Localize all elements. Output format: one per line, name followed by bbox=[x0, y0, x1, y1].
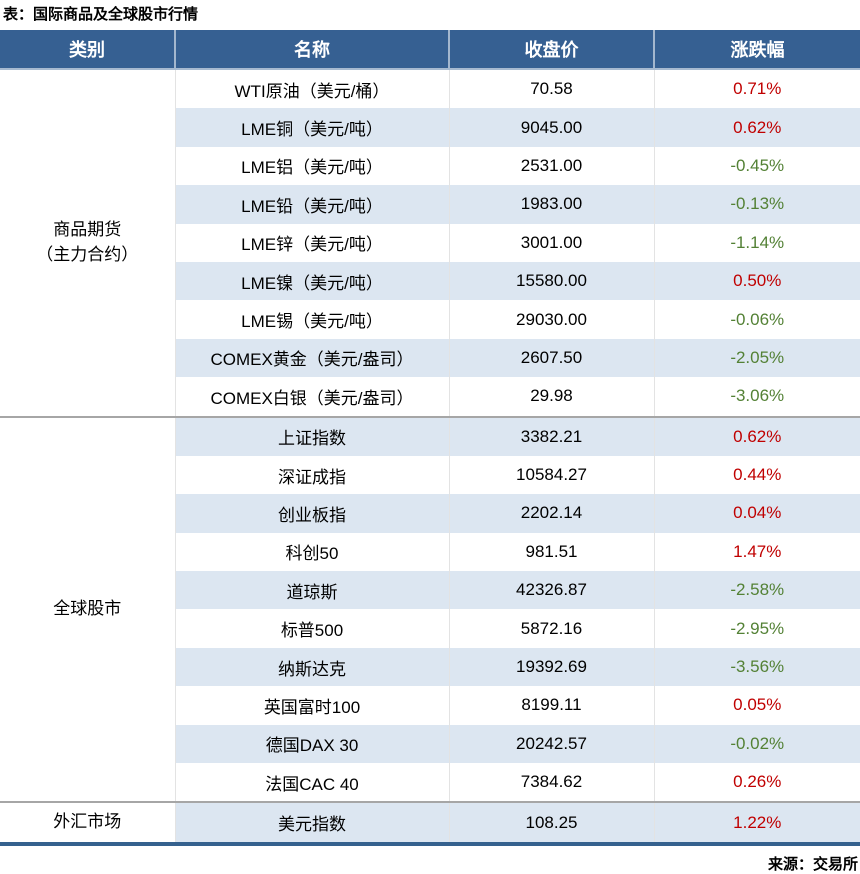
change-cell: 0.50% bbox=[653, 261, 860, 301]
table-row: 道琼斯 42326.87 -2.58% bbox=[0, 571, 860, 610]
change-cell: 0.05% bbox=[653, 686, 860, 725]
name-cell: 美元指数 bbox=[174, 801, 449, 844]
table-header: 类别 名称 收盘价 涨跌幅 bbox=[0, 30, 860, 70]
table-row: LME锡（美元/吨） 29030.00 -0.06% bbox=[0, 300, 860, 339]
change-cell: -3.06% bbox=[653, 377, 860, 417]
change-cell: -0.02% bbox=[653, 724, 860, 764]
change-cell: -2.58% bbox=[653, 571, 860, 610]
change-cell: 1.22% bbox=[653, 801, 860, 844]
column-header-category: 类别 bbox=[0, 30, 175, 70]
name-cell: LME铜（美元/吨） bbox=[174, 108, 449, 147]
table-row: 英国富时100 8199.11 0.05% bbox=[0, 686, 860, 725]
change-cell: 0.26% bbox=[653, 763, 860, 803]
header-row: 类别 名称 收盘价 涨跌幅 bbox=[0, 30, 860, 70]
price-cell: 5872.16 bbox=[448, 609, 654, 648]
table-row: LME铅（美元/吨） 1983.00 -0.13% bbox=[0, 185, 860, 224]
name-cell: 英国富时100 bbox=[174, 686, 449, 725]
name-cell: 法国CAC 40 bbox=[174, 763, 449, 803]
price-cell: 2531.00 bbox=[448, 146, 654, 186]
change-cell: 1.47% bbox=[653, 532, 860, 572]
column-header-change: 涨跌幅 bbox=[653, 30, 860, 70]
name-cell: 道琼斯 bbox=[174, 571, 449, 610]
price-cell: 3001.00 bbox=[448, 223, 654, 262]
name-cell: LME镍（美元/吨） bbox=[174, 261, 449, 301]
name-cell: 创业板指 bbox=[174, 494, 449, 533]
change-cell: 0.62% bbox=[653, 108, 860, 147]
table-row: 创业板指 2202.14 0.04% bbox=[0, 494, 860, 533]
table-row: 纳斯达克 19392.69 -3.56% bbox=[0, 647, 860, 687]
name-cell: COMEX黄金（美元/盎司） bbox=[174, 338, 449, 378]
price-cell: 8199.11 bbox=[448, 686, 654, 725]
price-cell: 15580.00 bbox=[448, 261, 654, 301]
table-row: 深证成指 10584.27 0.44% bbox=[0, 455, 860, 495]
change-cell: -3.56% bbox=[653, 647, 860, 687]
category-cell: 外汇市场 bbox=[0, 801, 175, 844]
table-row: 科创50 981.51 1.47% bbox=[0, 532, 860, 572]
change-cell: -0.13% bbox=[653, 185, 860, 224]
table-row: 商品期货 （主力合约） WTI原油（美元/桶） 70.58 0.71% bbox=[0, 69, 860, 417]
price-cell: 10584.27 bbox=[448, 455, 654, 495]
table-row: 标普500 5872.16 -2.95% bbox=[0, 609, 860, 648]
price-cell: 70.58 bbox=[448, 69, 654, 109]
source-note: 来源：交易所 bbox=[767, 855, 858, 873]
table-row: COMEX白银（美元/盎司） 29.98 -3.06% bbox=[0, 377, 860, 417]
change-cell: -1.14% bbox=[653, 223, 860, 262]
price-cell: 19392.69 bbox=[448, 647, 654, 687]
price-cell: 42326.87 bbox=[448, 571, 654, 610]
table-row: 德国DAX 30 20242.57 -0.02% bbox=[0, 724, 860, 764]
price-cell: 29.98 bbox=[448, 377, 654, 417]
name-cell: LME锌（美元/吨） bbox=[174, 223, 449, 262]
change-cell: -0.45% bbox=[653, 146, 860, 186]
table-row: 外汇市场 美元指数 108.25 1.22% bbox=[0, 801, 860, 844]
change-cell: 0.04% bbox=[653, 494, 860, 533]
price-cell: 1983.00 bbox=[448, 185, 654, 224]
name-cell: 科创50 bbox=[174, 532, 449, 572]
name-cell: LME铅（美元/吨） bbox=[174, 185, 449, 224]
price-cell: 981.51 bbox=[448, 532, 654, 572]
price-cell: 2202.14 bbox=[448, 494, 654, 533]
name-cell: 标普500 bbox=[174, 609, 449, 648]
market-table-body: 商品期货 （主力合约） WTI原油（美元/桶） 70.58 0.71% LME铜（美元/… bbox=[0, 69, 860, 844]
table-row: LME锌（美元/吨） 3001.00 -1.14% bbox=[0, 223, 860, 262]
table-row: 法国CAC 40 7384.62 0.26% bbox=[0, 763, 860, 803]
price-cell: 108.25 bbox=[448, 801, 654, 844]
name-cell: 德国DAX 30 bbox=[174, 724, 449, 764]
column-header-name: 名称 bbox=[174, 30, 449, 70]
column-header-close: 收盘价 bbox=[448, 30, 654, 70]
name-cell: 上证指数 bbox=[174, 415, 449, 456]
category-cell: 商品期货 （主力合约） bbox=[0, 69, 175, 417]
market-table: 类别 名称 收盘价 涨跌幅 商品期货 （主力合约） WTI原油（美元/桶） 70.5… bbox=[0, 30, 860, 846]
table-row: 全球股市 上证指数 3382.21 0.62% bbox=[0, 415, 860, 803]
change-cell: -0.06% bbox=[653, 300, 860, 339]
table-row: COMEX黄金（美元/盎司） 2607.50 -2.05% bbox=[0, 338, 860, 378]
price-cell: 9045.00 bbox=[448, 108, 654, 147]
price-cell: 20242.57 bbox=[448, 724, 654, 764]
change-cell: 0.71% bbox=[653, 69, 860, 109]
name-cell: COMEX白银（美元/盎司） bbox=[174, 377, 449, 417]
change-cell: -2.05% bbox=[653, 338, 860, 378]
change-cell: -2.95% bbox=[653, 609, 860, 648]
table-row: LME铝（美元/吨） 2531.00 -0.45% bbox=[0, 146, 860, 186]
price-cell: 7384.62 bbox=[448, 763, 654, 803]
table-row: LME镍（美元/吨） 15580.00 0.50% bbox=[0, 261, 860, 301]
price-cell: 3382.21 bbox=[448, 415, 654, 456]
category-cell: 全球股市 bbox=[0, 415, 175, 803]
name-cell: LME铝（美元/吨） bbox=[174, 146, 449, 186]
price-cell: 2607.50 bbox=[448, 338, 654, 378]
name-cell: 纳斯达克 bbox=[174, 647, 449, 687]
price-cell: 29030.00 bbox=[448, 300, 654, 339]
table-row: LME铜（美元/吨） 9045.00 0.62% bbox=[0, 108, 860, 147]
page-title: 表：国际商品及全球股市行情 bbox=[3, 6, 199, 23]
name-cell: 深证成指 bbox=[174, 455, 449, 495]
change-cell: 0.44% bbox=[653, 455, 860, 495]
name-cell: WTI原油（美元/桶） bbox=[174, 69, 449, 109]
change-cell: 0.62% bbox=[653, 415, 860, 456]
name-cell: LME锡（美元/吨） bbox=[174, 300, 449, 339]
